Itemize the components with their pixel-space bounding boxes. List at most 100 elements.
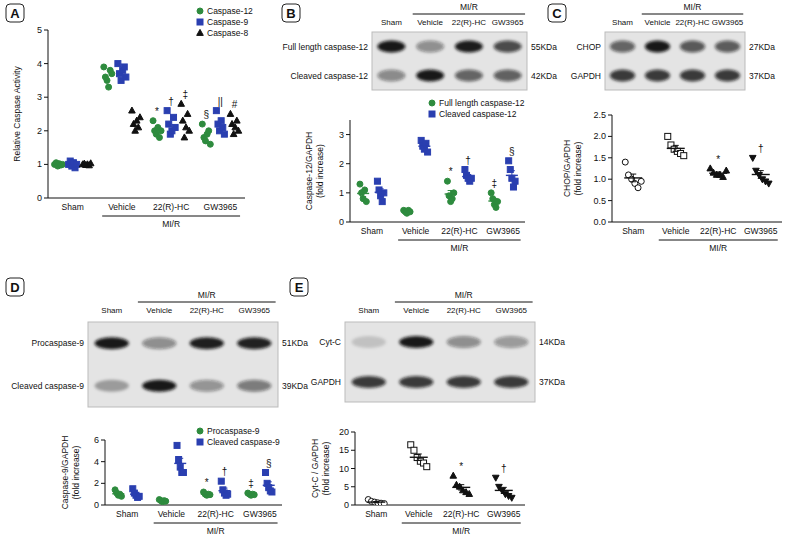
legend-symbol [429, 100, 435, 106]
legend-label: Caspase-12 [207, 6, 253, 16]
blot-band [416, 70, 444, 82]
blot-band [377, 41, 405, 53]
lane-label: Vehicle [146, 306, 172, 315]
point [225, 491, 231, 497]
point [121, 64, 127, 70]
blot-band [680, 41, 705, 53]
significance: ‡ [492, 178, 498, 189]
y-tick-label: 6 [94, 435, 99, 445]
y-tick [346, 134, 350, 135]
point [450, 472, 457, 478]
blot-band [447, 336, 481, 348]
plot-area [357, 137, 518, 216]
point [234, 117, 241, 123]
point [156, 135, 162, 141]
category-label: 22(R)-HC [153, 202, 189, 212]
blot-group-line [642, 14, 744, 15]
blot [88, 322, 278, 407]
y-axis-label: (fold increase) [71, 445, 81, 499]
group-label: MI/R [207, 526, 225, 536]
point [508, 495, 515, 501]
blot-group-line [395, 302, 533, 303]
significance: || [218, 96, 223, 107]
point [510, 184, 516, 190]
legend-symbol [197, 19, 203, 25]
y-tick [351, 505, 355, 506]
significance: † [222, 466, 228, 477]
band-size: 14KDa [539, 337, 565, 347]
category-label: Sham [361, 226, 383, 236]
error-bar [133, 493, 139, 496]
point [227, 110, 234, 116]
y-tick-label: 5 [344, 482, 349, 492]
blot-group-label: MI/R [460, 2, 478, 12]
band-size: 55KDa [531, 42, 557, 52]
blot-band [190, 380, 224, 392]
point [109, 71, 115, 77]
band-size: 27KDa [749, 42, 775, 52]
point [172, 124, 178, 130]
point [180, 470, 186, 476]
y-tick [44, 63, 48, 64]
blot-band [190, 337, 224, 349]
point [488, 190, 494, 196]
point [104, 77, 110, 83]
point [462, 167, 468, 173]
error-bar [416, 454, 422, 461]
y-tick-label: 3 [339, 130, 344, 140]
point [123, 74, 129, 80]
plot-area [365, 442, 515, 505]
error-bar [715, 172, 721, 175]
y-tick-label: 3 [37, 92, 42, 102]
lane-label: 22(R)-HC [447, 306, 481, 315]
error-bar [758, 171, 764, 179]
group-label: MI/R [709, 243, 727, 253]
point [411, 447, 417, 453]
blot-band [447, 376, 481, 388]
blot-band [142, 337, 176, 349]
error-bar [630, 174, 636, 182]
y-tick-label: 1 [339, 188, 344, 198]
legend-symbol [429, 111, 435, 117]
lane-label: 22(R)-HC [190, 306, 224, 315]
point [178, 100, 185, 106]
significance: † [501, 463, 507, 474]
y-tick [608, 115, 612, 116]
point [765, 181, 772, 187]
category-label: 22(R)-HC [197, 509, 233, 519]
y-tick-label: 2 [94, 478, 99, 488]
mean-line [130, 493, 142, 494]
band-label: CHOP [576, 42, 601, 52]
group-label: MI/R [452, 526, 470, 536]
y-tick-label: 5 [37, 25, 42, 35]
y-tick [101, 440, 105, 441]
lane-label: 22(R)-HC [675, 18, 709, 27]
y-tick [351, 432, 355, 433]
error-bar [160, 500, 166, 502]
blot-band [352, 336, 386, 348]
point [723, 167, 730, 173]
y-tick [608, 200, 612, 201]
y-tick-label: 1 [37, 159, 42, 169]
legend-label: Cleaved caspase-9 [207, 437, 280, 447]
point [150, 118, 156, 124]
mean-line [401, 211, 413, 212]
category-label: Vehicle [405, 509, 433, 519]
band-label: GAPDH [571, 71, 601, 81]
significance: § [204, 109, 210, 120]
group-line [154, 523, 278, 524]
blot-group-line [138, 302, 276, 303]
y-axis-label: (fold increase) [573, 141, 583, 195]
category-label: Vehicle [108, 202, 136, 212]
lane-label: 22(R)-HC [452, 18, 486, 27]
blot-band [95, 380, 129, 392]
point [137, 114, 144, 120]
point [115, 61, 121, 67]
point [101, 64, 107, 70]
blot-band [494, 41, 522, 53]
blot-band [399, 336, 433, 348]
lane-label: Sham [101, 306, 122, 315]
blot-band [645, 70, 670, 82]
blot-band [494, 70, 522, 82]
point [181, 134, 188, 140]
